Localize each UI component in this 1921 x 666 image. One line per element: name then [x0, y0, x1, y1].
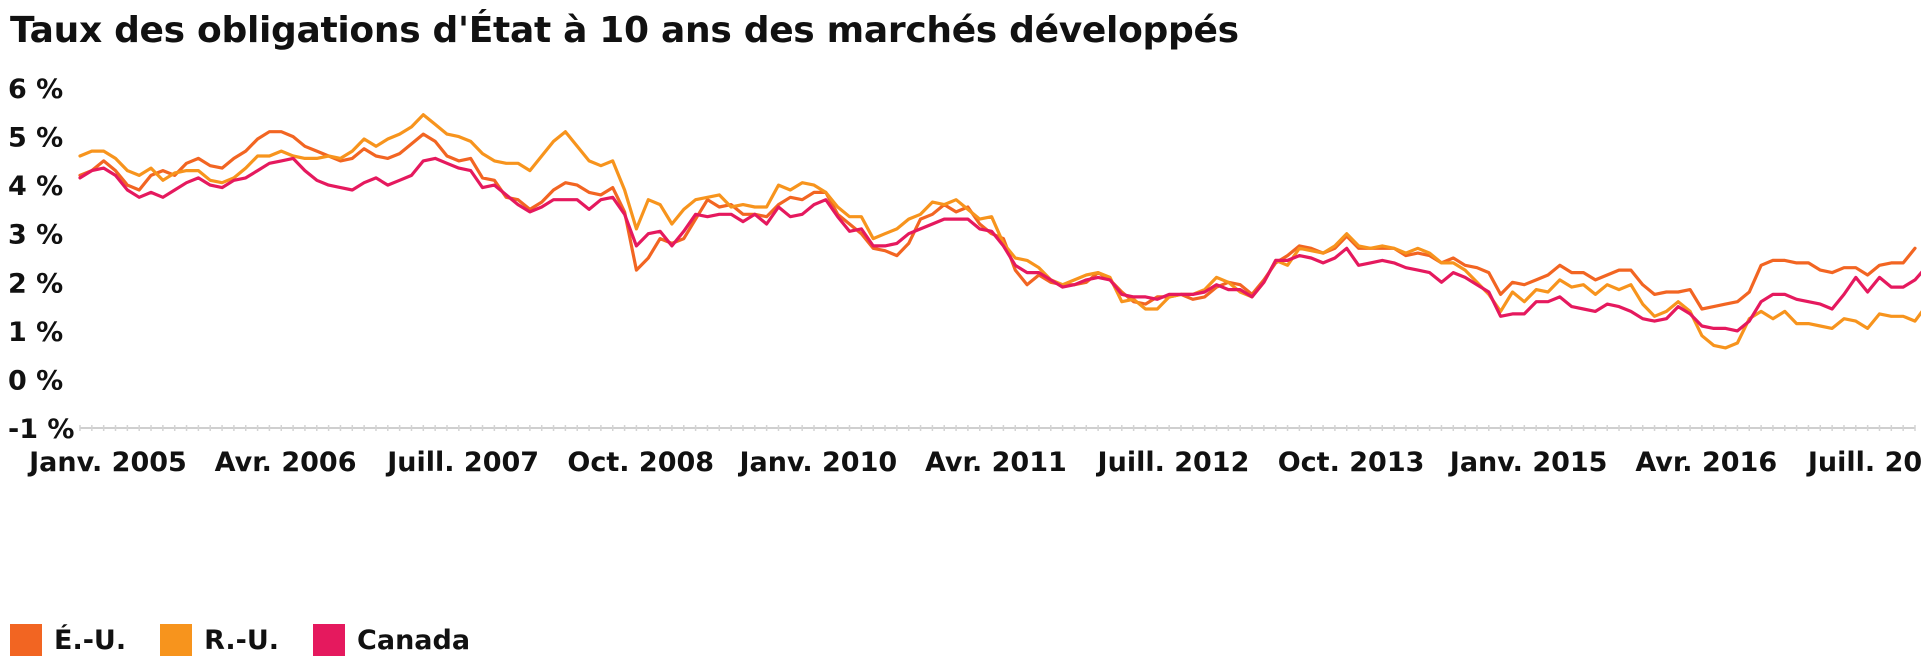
- x-axis: Janv. 2005 Avr. 2006 Juill. 2007 Oct. 2008 J…: [27, 425, 1921, 478]
- series-line-uk: [78, 113, 1921, 350]
- y-tick-label: 6 %: [8, 74, 63, 105]
- legend-swatch-uk: [160, 624, 193, 656]
- y-tick-label: 2 %: [8, 268, 63, 299]
- legend-label-us: É.-U.: [54, 624, 127, 656]
- x-tick-label: Avr. 2011: [925, 447, 1067, 478]
- series-layer: [78, 113, 1921, 350]
- x-tick-label: Juill. 2017: [1806, 447, 1921, 478]
- legend-swatch-us: [10, 624, 42, 656]
- y-tick-label: 5 %: [8, 123, 63, 154]
- legend-label-uk: R.-U.: [204, 624, 280, 656]
- y-tick-label: -1 %: [8, 414, 74, 445]
- y-tick-label: 1 %: [8, 317, 63, 348]
- x-tick-label: Juill. 2012: [1096, 447, 1250, 478]
- legend-swatch-canada: [313, 624, 346, 656]
- y-axis: -1 % 0 % 1 % 2 % 3 % 4 % 5 % 6 %: [8, 74, 74, 445]
- y-tick-label: 0 %: [8, 365, 63, 396]
- legend-label-canada: Canada: [357, 624, 471, 656]
- x-tick-label: Oct. 2013: [1278, 447, 1425, 478]
- legend-item-us: É.-U.: [10, 624, 126, 656]
- x-tick-label: Avr. 2016: [1635, 447, 1777, 478]
- series-line-canada: [78, 156, 1921, 333]
- legend-item-uk: R.-U.: [160, 624, 279, 656]
- x-tick-label: Oct. 2008: [567, 447, 714, 478]
- x-tick-label: Janv. 2010: [737, 447, 897, 478]
- x-tick-label: Janv. 2005: [27, 447, 187, 478]
- legend-item-canada: Canada: [313, 624, 470, 656]
- x-tick-label: Juill. 2007: [385, 447, 539, 478]
- legend: É.-U. R.-U. Canada: [10, 620, 504, 660]
- x-tick-label: Janv. 2015: [1448, 447, 1608, 478]
- chart-title: Taux des obligations d'État à 10 ans des…: [10, 10, 1239, 51]
- series-line-us: [78, 130, 1917, 311]
- y-tick-label: 3 %: [8, 220, 63, 251]
- y-tick-label: 4 %: [8, 171, 63, 202]
- x-tick-label: Avr. 2006: [215, 447, 357, 478]
